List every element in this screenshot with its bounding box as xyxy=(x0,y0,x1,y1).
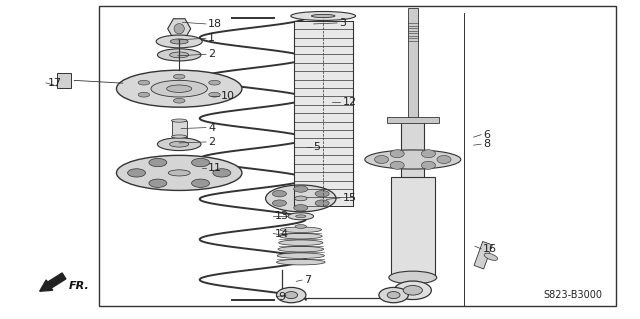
Text: 18: 18 xyxy=(208,19,222,29)
Circle shape xyxy=(174,24,184,34)
Bar xyxy=(294,21,353,206)
Bar xyxy=(387,117,439,123)
Ellipse shape xyxy=(394,281,431,300)
Ellipse shape xyxy=(157,138,201,151)
Ellipse shape xyxy=(170,52,189,58)
Ellipse shape xyxy=(170,39,188,44)
Ellipse shape xyxy=(116,155,242,190)
Text: 8: 8 xyxy=(483,139,490,149)
Ellipse shape xyxy=(390,150,404,158)
Ellipse shape xyxy=(172,119,187,122)
Ellipse shape xyxy=(266,185,336,212)
Ellipse shape xyxy=(315,190,329,197)
Ellipse shape xyxy=(149,159,167,167)
Ellipse shape xyxy=(213,169,231,177)
Text: 13: 13 xyxy=(275,211,289,221)
Ellipse shape xyxy=(166,85,192,93)
Bar xyxy=(391,177,435,278)
Text: 1: 1 xyxy=(208,33,215,43)
Text: 15: 15 xyxy=(342,193,356,203)
Ellipse shape xyxy=(484,253,497,260)
Ellipse shape xyxy=(291,11,356,20)
Ellipse shape xyxy=(173,74,185,79)
Ellipse shape xyxy=(209,92,220,97)
Ellipse shape xyxy=(277,253,324,258)
Ellipse shape xyxy=(421,150,435,158)
Ellipse shape xyxy=(168,170,190,176)
Ellipse shape xyxy=(172,135,187,138)
Ellipse shape xyxy=(280,227,321,233)
Ellipse shape xyxy=(149,179,167,187)
Ellipse shape xyxy=(273,200,287,206)
Ellipse shape xyxy=(173,98,185,103)
Bar xyxy=(401,120,424,183)
Text: FR.: FR. xyxy=(69,280,90,291)
Ellipse shape xyxy=(288,213,314,220)
Ellipse shape xyxy=(389,271,436,284)
Ellipse shape xyxy=(294,196,307,201)
Text: 6: 6 xyxy=(483,130,490,140)
Ellipse shape xyxy=(312,14,335,18)
FancyArrow shape xyxy=(40,273,66,291)
Ellipse shape xyxy=(390,161,404,169)
Ellipse shape xyxy=(421,161,435,169)
Bar xyxy=(408,8,418,118)
Ellipse shape xyxy=(278,240,323,245)
Bar xyxy=(172,121,187,137)
Ellipse shape xyxy=(276,287,306,303)
Text: 4: 4 xyxy=(208,122,215,133)
Ellipse shape xyxy=(278,247,324,252)
Text: 9: 9 xyxy=(278,292,285,302)
Ellipse shape xyxy=(403,286,422,295)
Ellipse shape xyxy=(280,234,322,239)
Text: 10: 10 xyxy=(221,91,235,101)
Ellipse shape xyxy=(191,179,209,187)
Ellipse shape xyxy=(151,80,207,97)
Text: 3: 3 xyxy=(339,18,346,28)
Ellipse shape xyxy=(285,292,298,299)
Ellipse shape xyxy=(273,190,287,197)
Bar xyxy=(99,6,616,306)
Text: 12: 12 xyxy=(342,97,356,107)
Ellipse shape xyxy=(116,70,242,107)
Text: S823-B3000: S823-B3000 xyxy=(543,290,602,300)
Text: 7: 7 xyxy=(304,275,311,285)
Text: 2: 2 xyxy=(208,137,215,147)
Bar xyxy=(474,241,492,269)
Text: 5: 5 xyxy=(314,142,321,152)
Ellipse shape xyxy=(379,287,408,303)
Ellipse shape xyxy=(315,200,329,206)
Ellipse shape xyxy=(276,259,325,265)
Ellipse shape xyxy=(191,159,209,167)
Text: 17: 17 xyxy=(48,78,62,88)
Ellipse shape xyxy=(127,169,145,177)
Text: 16: 16 xyxy=(483,244,497,254)
Text: 2: 2 xyxy=(208,49,215,59)
Ellipse shape xyxy=(294,204,308,211)
Ellipse shape xyxy=(374,156,388,164)
Ellipse shape xyxy=(294,186,308,192)
Ellipse shape xyxy=(170,141,189,147)
Ellipse shape xyxy=(365,150,461,169)
Ellipse shape xyxy=(387,292,400,299)
Text: 11: 11 xyxy=(208,163,222,173)
Ellipse shape xyxy=(157,49,201,61)
Ellipse shape xyxy=(209,80,220,85)
Ellipse shape xyxy=(138,80,150,85)
Ellipse shape xyxy=(156,35,202,48)
Ellipse shape xyxy=(437,156,451,164)
Ellipse shape xyxy=(295,225,307,228)
Ellipse shape xyxy=(138,92,150,97)
Ellipse shape xyxy=(296,215,306,218)
Text: 14: 14 xyxy=(275,228,289,239)
